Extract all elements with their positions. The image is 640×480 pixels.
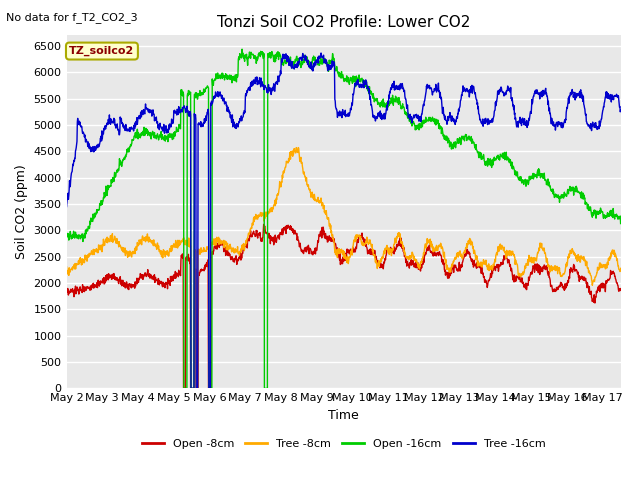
X-axis label: Time: Time [328,409,359,422]
Y-axis label: Soil CO2 (ppm): Soil CO2 (ppm) [15,165,28,259]
Text: TZ_soilco2: TZ_soilco2 [69,46,134,56]
Text: No data for f_T2_CO2_3: No data for f_T2_CO2_3 [6,12,138,23]
Legend: Open -8cm, Tree -8cm, Open -16cm, Tree -16cm: Open -8cm, Tree -8cm, Open -16cm, Tree -… [137,434,550,454]
Title: Tonzi Soil CO2 Profile: Lower CO2: Tonzi Soil CO2 Profile: Lower CO2 [217,15,470,30]
